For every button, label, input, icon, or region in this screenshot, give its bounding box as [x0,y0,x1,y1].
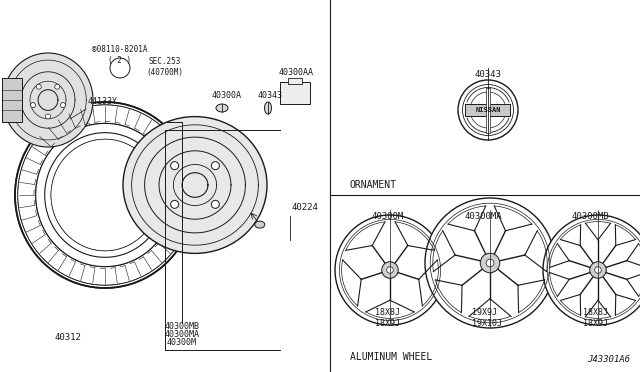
Text: 40343: 40343 [475,70,501,79]
Text: 44133Y: 44133Y [88,97,118,106]
Circle shape [480,253,500,273]
Ellipse shape [211,162,220,170]
Text: SEC.253
(40700M): SEC.253 (40700M) [147,57,184,77]
Text: 40300MA: 40300MA [464,212,502,221]
Text: 18X8J
18X9J: 18X8J 18X9J [375,308,400,328]
Ellipse shape [36,84,41,89]
Ellipse shape [171,201,179,208]
Text: 40300MB: 40300MB [571,212,609,221]
Ellipse shape [36,124,174,267]
Text: 40343: 40343 [257,91,282,100]
Text: 40300A: 40300A [212,91,242,100]
Ellipse shape [51,139,159,251]
Ellipse shape [123,116,267,253]
Text: 40300MB: 40300MB [164,322,200,331]
Text: 19X9J
19X10J: 19X9J 19X10J [472,308,502,328]
Bar [288,78,302,84]
Ellipse shape [55,84,60,89]
Text: ALUMINUM WHEEL: ALUMINUM WHEEL [350,352,432,362]
Text: 40300AA: 40300AA [278,68,314,77]
Ellipse shape [3,53,93,147]
Text: 40300M: 40300M [372,212,404,221]
Bar [2,78,22,122]
Text: ORNAMENT: ORNAMENT [350,180,397,190]
Ellipse shape [264,102,271,114]
Ellipse shape [255,221,265,228]
Circle shape [589,262,606,278]
Circle shape [425,198,555,328]
Bar [465,104,511,116]
Circle shape [458,80,518,140]
Text: 18X8J
18X9J: 18X8J 18X9J [583,308,608,328]
Ellipse shape [18,105,192,285]
Ellipse shape [211,201,220,208]
Ellipse shape [45,114,51,119]
Text: 40300M: 40300M [167,338,197,347]
Text: 40224: 40224 [292,203,319,212]
Circle shape [486,259,494,267]
Circle shape [335,215,445,325]
Ellipse shape [31,103,36,108]
Ellipse shape [171,162,179,170]
Text: 40300MA: 40300MA [164,330,200,339]
Ellipse shape [216,104,228,112]
Circle shape [381,262,398,278]
Text: J43301A6: J43301A6 [587,355,630,364]
Circle shape [595,267,602,273]
Text: NISSAN: NISSAN [476,107,500,113]
Circle shape [387,267,394,273]
Bar [280,82,310,104]
Ellipse shape [60,103,65,108]
Bar [486,87,490,132]
Text: 40312: 40312 [54,333,81,342]
Text: ®08110-8201A
( 2 ): ®08110-8201A ( 2 ) [92,45,148,65]
Circle shape [543,215,640,325]
Circle shape [463,84,513,135]
